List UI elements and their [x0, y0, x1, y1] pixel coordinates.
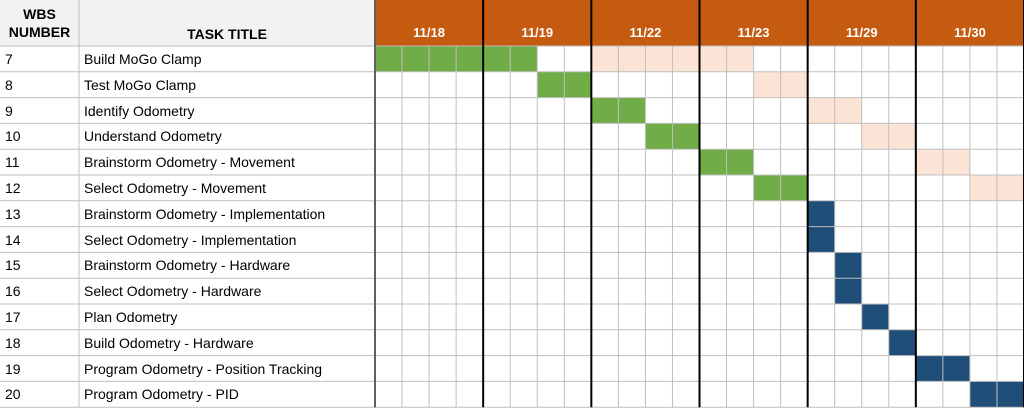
wbs-number: 16 — [5, 283, 21, 300]
date-label: 11/19 — [521, 25, 554, 40]
wbs-number: 13 — [5, 205, 21, 222]
task-bar-blue — [969, 381, 1024, 408]
task-title: Select Odometry - Hardware — [84, 283, 262, 300]
wbs-number: 9 — [5, 102, 13, 119]
task-title: Select Odometry - Implementation — [84, 231, 297, 248]
wbs-number: 18 — [5, 334, 21, 351]
date-label: 11/23 — [737, 25, 770, 40]
task-title: Plan Odometry — [84, 309, 178, 325]
task-bar-green — [375, 46, 538, 72]
task-bar-planned — [915, 149, 970, 175]
wbs-number: 14 — [5, 231, 21, 248]
task-bar-planned — [861, 123, 916, 150]
wbs-number-header: WBS NUMBER — [0, 0, 79, 46]
task-bar-blue — [861, 304, 889, 330]
task-title: Build Odometry - Hardware — [84, 334, 254, 351]
date-label: 11/30 — [953, 25, 986, 40]
task-bar-green — [753, 175, 808, 201]
task-bar-planned — [807, 97, 862, 124]
wbs-number: 15 — [5, 257, 21, 274]
wbs-number: 17 — [5, 309, 21, 325]
task-bar-planned — [591, 46, 754, 72]
task-bar-blue — [834, 252, 862, 279]
date-label: 11/18 — [413, 25, 445, 40]
task-bar-green — [591, 97, 646, 124]
task-title: Program Odometry - PID — [84, 386, 239, 403]
task-title-header: TASK TITLE — [79, 0, 375, 46]
task-title: Brainstorm Odometry - Hardware — [84, 257, 291, 274]
task-title: Brainstorm Odometry - Implementation — [84, 205, 326, 222]
task-bar-blue — [834, 278, 862, 304]
wbs-number: 7 — [5, 51, 13, 67]
task-title: Understand Odometry — [84, 128, 222, 145]
task-bar-green — [699, 149, 754, 175]
wbs-number: 11 — [5, 154, 20, 171]
task-bar-blue — [915, 355, 970, 382]
wbs-number: 20 — [5, 386, 21, 403]
task-bar-blue — [888, 329, 916, 356]
wbs-number: 19 — [5, 360, 21, 377]
wbs-number: 8 — [5, 76, 13, 93]
wbs-number: 12 — [5, 180, 21, 196]
task-bar-blue — [807, 200, 835, 227]
date-label: 11/22 — [629, 25, 662, 40]
wbs-header-line2: NUMBER — [8, 24, 71, 40]
task-bar-planned — [969, 175, 1024, 201]
task-title: Test MoGo Clamp — [84, 76, 197, 93]
task-bar-green — [645, 123, 700, 150]
task-title: Program Odometry - Position Tracking — [84, 360, 323, 377]
wbs-number: 10 — [5, 128, 21, 145]
wbs-header-line1: WBS — [23, 6, 56, 22]
task-bar-planned — [753, 71, 808, 98]
task-bar-blue — [807, 226, 835, 253]
task-title: Identify Odometry — [84, 102, 195, 119]
task-bar-green — [537, 71, 592, 98]
date-label: 11/29 — [845, 25, 878, 40]
task-title: Select Odometry - Movement — [84, 180, 267, 196]
task-title: Brainstorm Odometry - Movement — [84, 154, 295, 171]
task-title: Build MoGo Clamp — [84, 51, 202, 67]
